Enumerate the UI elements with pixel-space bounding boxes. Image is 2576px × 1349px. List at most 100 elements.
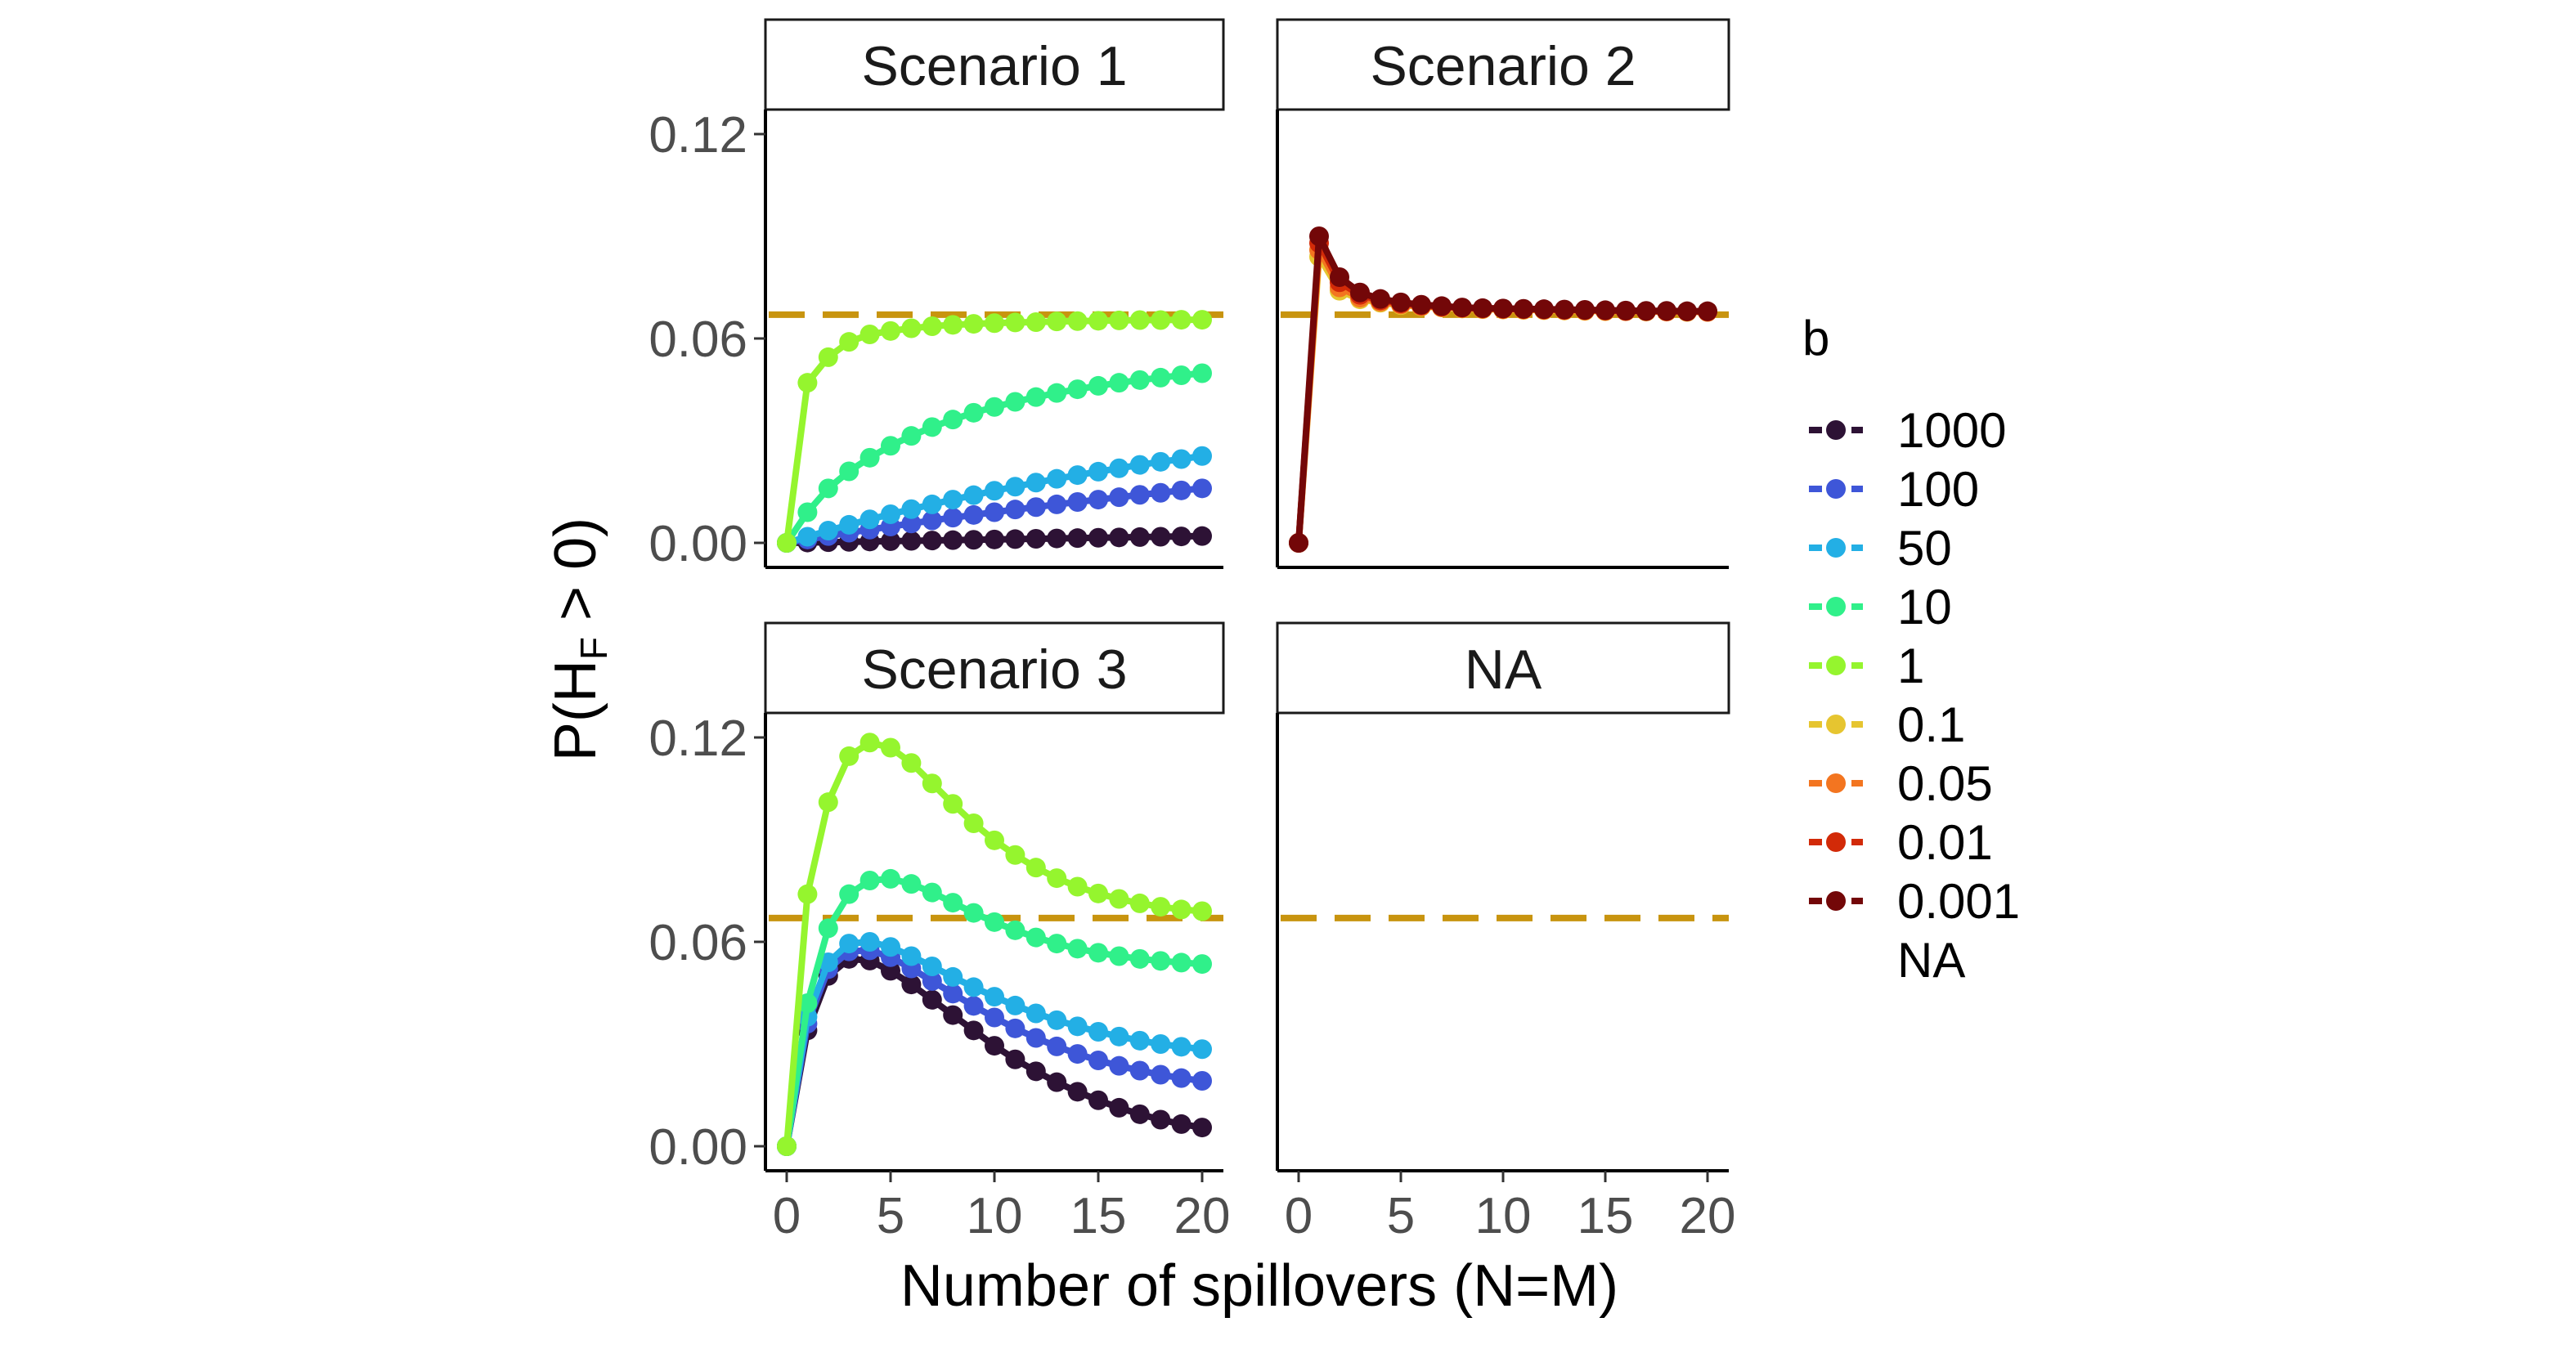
data-point [839, 332, 859, 352]
data-point [1067, 1082, 1088, 1102]
legend-key-point [1826, 891, 1846, 911]
data-point [1109, 527, 1129, 548]
x-tick-label: 10 [1475, 1188, 1532, 1244]
data-point [1088, 490, 1108, 510]
legend-key-point [1826, 597, 1846, 616]
data-point [1047, 494, 1067, 514]
legend-key-point [1826, 656, 1846, 675]
data-point [943, 794, 963, 814]
data-point [839, 746, 859, 766]
data-point [985, 502, 1004, 522]
legend-key-point [1826, 479, 1846, 499]
data-point [1025, 473, 1046, 493]
data-point [1192, 363, 1212, 383]
data-point [1047, 311, 1067, 332]
x-tick-label: 15 [1070, 1188, 1127, 1244]
data-point [1171, 527, 1192, 547]
legend-key-point [1826, 832, 1846, 852]
data-point [1129, 1104, 1150, 1124]
series-0.001 [1289, 226, 1717, 553]
data-point [1595, 300, 1615, 320]
data-point [1350, 282, 1370, 303]
x-axis-title: Number of spillovers (N=M) [900, 1253, 1618, 1319]
data-point [1025, 529, 1046, 549]
data-point [1088, 1022, 1108, 1042]
data-point [1025, 497, 1046, 518]
data-point [1514, 298, 1533, 319]
y-tick-label: 0.00 [648, 516, 747, 572]
data-point [1171, 310, 1192, 330]
series-line [1295, 233, 1708, 544]
data-point [1151, 1064, 1171, 1085]
data-point [1005, 500, 1025, 520]
data-point [1025, 927, 1046, 948]
data-point [1005, 845, 1025, 865]
data-point [1309, 226, 1329, 246]
data-point [1432, 296, 1452, 316]
data-point [901, 426, 922, 446]
data-point [1005, 529, 1025, 549]
data-point [1151, 1034, 1171, 1054]
data-point [1109, 946, 1129, 966]
data-point [901, 946, 922, 966]
data-point [963, 977, 984, 997]
strip-label: NA [1465, 639, 1542, 701]
data-point [1088, 311, 1108, 331]
data-point [922, 970, 942, 991]
data-point [1171, 480, 1192, 500]
data-point [881, 868, 900, 889]
data-point [1109, 889, 1129, 909]
data-point [1047, 1036, 1067, 1056]
series-0.01 [1289, 233, 1717, 553]
legend-label: 0.1 [1897, 697, 1965, 752]
data-point [818, 347, 838, 367]
data-point [963, 996, 984, 1016]
data-point [922, 510, 942, 531]
data-point [985, 1036, 1004, 1056]
data-point [1005, 312, 1025, 333]
data-point [922, 882, 942, 903]
data-point [922, 957, 942, 976]
legend-item-10: 10 [1809, 580, 1952, 634]
data-point [1005, 920, 1025, 940]
data-point [1109, 310, 1129, 330]
data-point [1129, 1060, 1150, 1081]
strip-box [764, 621, 1225, 715]
legend-item-1: 1 [1809, 639, 1924, 693]
data-point [1636, 301, 1656, 321]
strip-label: Scenario 3 [861, 639, 1127, 701]
legend-label: NA [1897, 933, 1965, 988]
legend-label: 10 [1897, 580, 1952, 634]
data-point [1171, 449, 1192, 469]
strip-label: Scenario 1 [861, 35, 1127, 97]
data-point [1109, 1097, 1129, 1118]
data-point [1129, 455, 1150, 475]
data-point [1371, 289, 1390, 309]
data-point [1109, 487, 1129, 508]
legend-item-1000: 1000 [1809, 403, 2006, 458]
data-point [1067, 939, 1088, 959]
data-point [1005, 1049, 1025, 1069]
data-point [797, 993, 818, 1013]
data-point [1192, 310, 1212, 330]
data-point [1575, 300, 1595, 320]
data-point [859, 871, 880, 890]
data-point [1025, 1061, 1046, 1082]
data-point [943, 410, 963, 430]
data-point [1025, 1028, 1046, 1048]
data-point [1109, 1026, 1129, 1046]
strip-label: Scenario 2 [1370, 35, 1636, 97]
data-point [985, 987, 1004, 1007]
data-point [1411, 294, 1431, 315]
data-point [1129, 1030, 1150, 1051]
strip-box [764, 18, 1225, 111]
data-point [901, 499, 922, 519]
data-point [777, 533, 797, 553]
data-point [881, 320, 900, 341]
x-tick-label: 5 [1387, 1188, 1415, 1244]
data-point [963, 402, 984, 423]
data-point [1192, 478, 1212, 499]
data-point [943, 315, 963, 335]
